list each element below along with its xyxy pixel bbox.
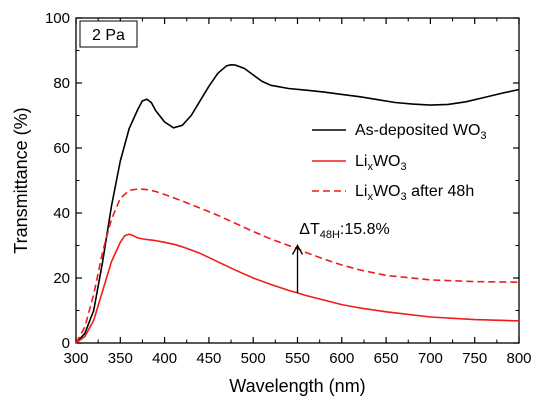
y-axis-label: Transmittance (%)	[11, 107, 31, 253]
delta-label: ΔT48H:15.8%	[299, 221, 389, 241]
x-tick-label: 450	[196, 350, 221, 367]
x-tick-label: 300	[63, 350, 88, 367]
x-tick-label: 800	[506, 350, 531, 367]
condition-label: 2 Pa	[92, 27, 125, 44]
y-tick-label: 100	[45, 10, 70, 27]
series-line-1	[75, 233, 520, 344]
legend-label-0: As-deposited WO3	[355, 122, 487, 142]
series-line-0	[75, 64, 520, 344]
legend-label-1: LixWO3	[355, 153, 407, 173]
legend-label-2: LixWO3 after 48h	[355, 183, 474, 203]
y-tick-label: 60	[53, 140, 70, 157]
series-layer	[75, 64, 520, 344]
y-tick-label: 40	[53, 205, 70, 222]
y-tick-label: 0	[62, 335, 70, 352]
x-tick-label: 400	[152, 350, 177, 367]
x-tick-label: 650	[374, 350, 399, 367]
plot-frame	[75, 17, 520, 344]
y-tick-label: 20	[53, 270, 70, 287]
delta-arrow-head	[291, 244, 304, 255]
series-line-2	[75, 188, 520, 344]
annotations: 2 Pa ΔT48H:15.8%	[79, 20, 390, 293]
x-tick-label: 350	[108, 350, 133, 367]
legend: As-deposited WO3 LixWO3 LixWO3 after 48h	[312, 122, 487, 203]
x-tick-label: 550	[285, 350, 310, 367]
x-tick-label: 600	[329, 350, 354, 367]
axes: 300 350 400 450 500 550 600 650 700 750 800 0 20 40 60…	[11, 10, 532, 396]
x-tick-label: 700	[418, 350, 443, 367]
condition-box	[79, 20, 138, 48]
x-tick-label: 750	[462, 350, 487, 367]
y-tick-label: 80	[53, 75, 70, 92]
x-tick-label: 500	[241, 350, 266, 367]
x-axis-label: Wavelength (nm)	[229, 376, 365, 396]
